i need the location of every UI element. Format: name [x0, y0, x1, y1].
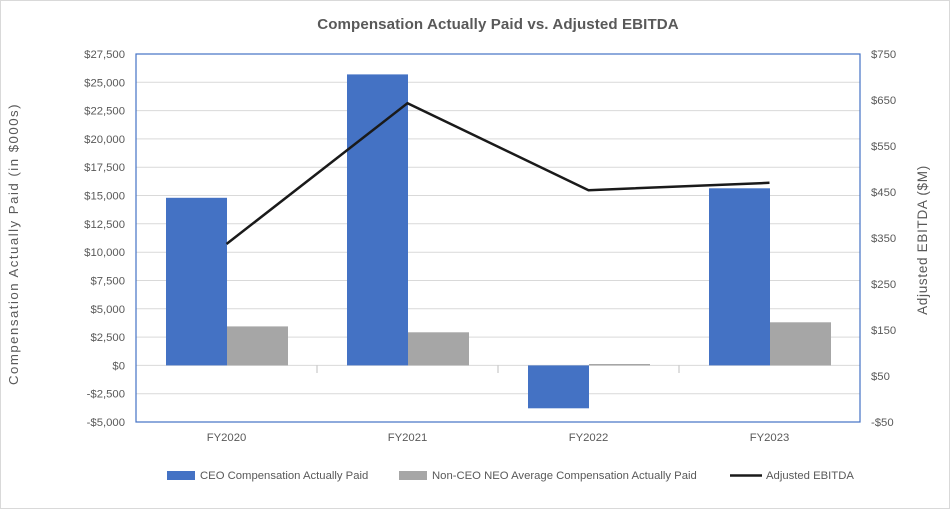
svg-text:Compensation Actually Paid (in: Compensation Actually Paid (in $000s): [6, 103, 21, 385]
svg-text:$7,500: $7,500: [90, 276, 125, 288]
svg-text:$12,500: $12,500: [84, 219, 125, 231]
svg-text:$350: $350: [871, 233, 896, 245]
svg-text:-$2,500: -$2,500: [87, 389, 125, 401]
svg-text:-$5,000: -$5,000: [87, 417, 125, 429]
svg-text:$15,000: $15,000: [84, 191, 125, 203]
svg-text:FY2020: FY2020: [207, 432, 247, 444]
svg-text:$150: $150: [871, 325, 896, 337]
svg-text:$550: $550: [871, 141, 896, 153]
svg-text:FY2023: FY2023: [750, 432, 790, 444]
svg-text:$27,500: $27,500: [84, 49, 125, 61]
svg-text:$450: $450: [871, 187, 896, 199]
svg-text:Non-CEO NEO Average Compensati: Non-CEO NEO Average Compensation Actuall…: [432, 470, 697, 482]
svg-text:$10,000: $10,000: [84, 247, 125, 259]
svg-text:FY2022: FY2022: [569, 432, 609, 444]
svg-text:FY2021: FY2021: [388, 432, 428, 444]
svg-text:$5,000: $5,000: [90, 304, 125, 316]
svg-text:Adjusted EBITDA: Adjusted EBITDA: [766, 470, 854, 482]
svg-text:-$50: -$50: [871, 417, 894, 429]
svg-text:$250: $250: [871, 279, 896, 291]
svg-text:$750: $750: [871, 49, 896, 61]
svg-text:$0: $0: [112, 360, 125, 372]
svg-text:$20,000: $20,000: [84, 134, 125, 146]
svg-text:$650: $650: [871, 95, 896, 107]
svg-text:Adjusted EBITDA ($M): Adjusted EBITDA ($M): [915, 165, 930, 315]
svg-text:CEO Compensation Actually Paid: CEO Compensation Actually Paid: [200, 470, 368, 482]
svg-text:$50: $50: [871, 371, 890, 383]
svg-text:$22,500: $22,500: [84, 106, 125, 118]
svg-text:$2,500: $2,500: [90, 332, 125, 344]
svg-text:$17,500: $17,500: [84, 162, 125, 174]
svg-text:$25,000: $25,000: [84, 77, 125, 89]
